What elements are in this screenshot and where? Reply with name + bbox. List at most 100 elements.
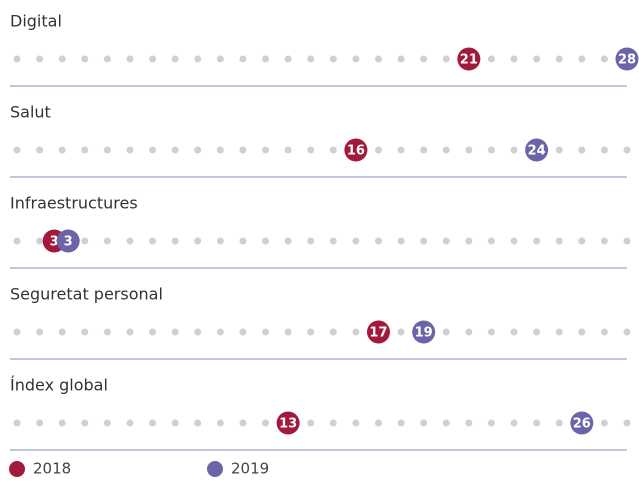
track-dot: [36, 328, 44, 336]
track-dot: [600, 237, 608, 245]
track-dot: [510, 146, 518, 154]
track-dot: [374, 419, 382, 427]
rank-label: 3: [64, 235, 73, 250]
track-dot: [194, 328, 202, 336]
track-dot: [58, 328, 66, 336]
track-dot: [442, 55, 450, 63]
track-dot: [533, 237, 541, 245]
track-dot: [374, 146, 382, 154]
track-dot: [36, 146, 44, 154]
rank-marker: [615, 47, 639, 71]
track-dot: [171, 419, 179, 427]
track-dot: [149, 237, 157, 245]
track-dot: [81, 146, 89, 154]
track-dot: [352, 237, 360, 245]
track-dot: [397, 55, 405, 63]
track-dot: [13, 237, 21, 245]
track-dot: [510, 237, 518, 245]
rank-marker: [457, 47, 481, 71]
track-dot: [329, 237, 337, 245]
rank-marker: [56, 229, 80, 253]
track-dot: [600, 419, 608, 427]
track-dot: [352, 328, 360, 336]
legend-label: 2018: [33, 460, 71, 478]
track-dot: [465, 328, 473, 336]
track-dot: [442, 237, 450, 245]
track-dot: [239, 328, 247, 336]
track-dot: [397, 419, 405, 427]
legend-label: 2019: [231, 460, 269, 478]
track-dot: [397, 328, 405, 336]
track-dot: [103, 237, 111, 245]
row-title: Infraestructures: [10, 194, 138, 213]
track-dot: [487, 237, 495, 245]
track-dot: [13, 419, 21, 427]
track-dot: [555, 55, 563, 63]
track-dot: [126, 237, 134, 245]
track-dot: [171, 328, 179, 336]
track-dot: [194, 237, 202, 245]
track-dot: [149, 146, 157, 154]
track-dot: [510, 328, 518, 336]
track-dot: [149, 419, 157, 427]
track-dot: [510, 419, 518, 427]
row-title: Seguretat personal: [10, 285, 163, 304]
track-dot: [126, 55, 134, 63]
track-dot: [239, 146, 247, 154]
track-dot: [239, 237, 247, 245]
track-dot: [58, 419, 66, 427]
track-dot: [555, 328, 563, 336]
track-dot: [81, 237, 89, 245]
track-dot: [194, 419, 202, 427]
track-dot: [216, 55, 224, 63]
track-dot: [103, 328, 111, 336]
rank-label: 13: [279, 417, 297, 432]
track-dot: [442, 328, 450, 336]
track-dot: [307, 419, 315, 427]
track-dot: [194, 55, 202, 63]
track-dot: [171, 146, 179, 154]
track-dot: [578, 146, 586, 154]
rank-label: 28: [618, 53, 636, 68]
row-title: Salut: [10, 103, 51, 122]
track-dot: [329, 328, 337, 336]
track-dot: [510, 55, 518, 63]
track-dot: [374, 55, 382, 63]
track-dot: [307, 237, 315, 245]
track-dot: [36, 55, 44, 63]
track-dot: [284, 237, 292, 245]
track-dot: [81, 419, 89, 427]
track-dot: [262, 146, 270, 154]
track-dot: [284, 328, 292, 336]
track-dot: [103, 55, 111, 63]
track-dot: [36, 237, 44, 245]
track-dot: [352, 55, 360, 63]
track-dot: [397, 237, 405, 245]
track-dot: [600, 328, 608, 336]
track-dot: [555, 419, 563, 427]
track-dot: [487, 419, 495, 427]
track-dot: [126, 146, 134, 154]
track-dot: [126, 419, 134, 427]
track-dot: [58, 146, 66, 154]
track-dot: [13, 55, 21, 63]
track-dot: [307, 328, 315, 336]
rank-label: 26: [573, 417, 591, 432]
rank-marker: [570, 411, 594, 435]
track-dot: [623, 328, 631, 336]
track-dot: [442, 146, 450, 154]
track-dot: [623, 146, 631, 154]
track-dot: [352, 419, 360, 427]
legend-swatch: [207, 461, 223, 477]
track-dot: [149, 55, 157, 63]
track-dot: [374, 237, 382, 245]
track-dot: [578, 237, 586, 245]
track-dot: [262, 328, 270, 336]
track-dot: [58, 55, 66, 63]
track-dot: [465, 237, 473, 245]
track-dot: [623, 237, 631, 245]
row-title: Índex global: [10, 376, 108, 395]
track-dot: [600, 55, 608, 63]
track-dot: [216, 419, 224, 427]
